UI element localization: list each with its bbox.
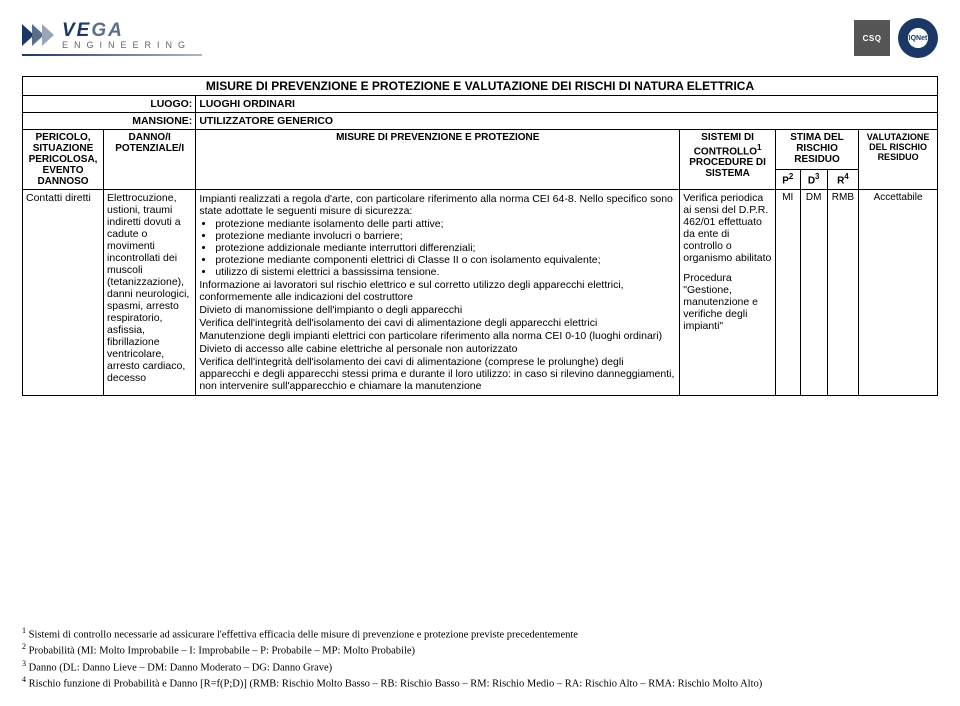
logo-subtext: ENGINEERING bbox=[62, 40, 191, 50]
table-title: MISURE DI PREVENZIONE E PROTEZIONE E VAL… bbox=[23, 77, 938, 96]
header-pericolo: PERICOLO, SITUAZIONE PERICOLOSA, EVENTO … bbox=[23, 130, 104, 190]
luogo-value: LUOGHI ORDINARI bbox=[196, 96, 938, 113]
chevron-icon bbox=[22, 24, 52, 46]
sistemi-p1: Verifica periodica ai sensi del D.P.R. 4… bbox=[683, 192, 772, 264]
cell-misure: Impianti realizzati a regola d'arte, con… bbox=[196, 190, 680, 396]
cell-p: MI bbox=[775, 190, 800, 396]
misure-intro: Impianti realizzati a regola d'arte, con… bbox=[199, 193, 676, 217]
misure-bullet: utilizzo di sistemi elettrici a bassissi… bbox=[215, 266, 676, 278]
iqnet-badge-icon bbox=[898, 18, 938, 58]
footnote-2: 2 Probabilità (MI: Molto Improbabile – I… bbox=[22, 642, 938, 658]
cell-valutazione: Accettabile bbox=[859, 190, 938, 396]
header-bar: VEGA ENGINEERING CSQ bbox=[22, 18, 938, 60]
misure-paragraph: Verifica dell'integrità dell'isolamento … bbox=[199, 317, 676, 329]
misure-paragraph: Manutenzione degli impianti elettrici co… bbox=[199, 330, 676, 342]
header-d: D3 bbox=[800, 169, 827, 189]
misure-after-list: Informazione ai lavoratori sul rischio e… bbox=[199, 279, 676, 392]
cell-pericolo: Contatti diretti bbox=[23, 190, 104, 396]
page: VEGA ENGINEERING CSQ MISURE DI PREVENZIO… bbox=[0, 0, 960, 706]
header-valutazione: VALUTAZIONE DEL RISCHIO RESIDUO bbox=[859, 130, 938, 190]
logo-brand-part1: VE bbox=[62, 20, 91, 41]
misure-paragraph: Informazione ai lavoratori sul rischio e… bbox=[199, 279, 676, 303]
table-row: Contatti diretti Elettrocuzione, ustioni… bbox=[23, 190, 938, 396]
header-stima: STIMA DEL RISCHIO RESIDUO bbox=[775, 130, 858, 170]
misure-paragraph: Divieto di accesso alle cabine elettrich… bbox=[199, 343, 676, 355]
header-r: R4 bbox=[827, 169, 859, 189]
misure-paragraph: Divieto di manomissione dell'impianto o … bbox=[199, 304, 676, 316]
cell-sistemi: Verifica periodica ai sensi del D.P.R. 4… bbox=[680, 190, 776, 396]
cell-r: RMB bbox=[827, 190, 859, 396]
header-sistemi: SISTEMI DI CONTROLLO1 PROCEDURE DI SISTE… bbox=[680, 130, 776, 190]
misure-bullet: protezione mediante involucri o barriere… bbox=[215, 230, 676, 242]
header-danno: DANNO/I POTENZIALE/I bbox=[104, 130, 196, 190]
mansione-label: MANSIONE: bbox=[23, 113, 196, 130]
csq-badge-icon: CSQ bbox=[854, 20, 890, 56]
title-row: MISURE DI PREVENZIONE E PROTEZIONE E VAL… bbox=[23, 77, 938, 96]
risk-table: MISURE DI PREVENZIONE E PROTEZIONE E VAL… bbox=[22, 76, 938, 396]
cell-danno: Elettrocuzione, ustioni, traumi indirett… bbox=[104, 190, 196, 396]
header-misure: MISURE DI PREVENZIONE E PROTEZIONE bbox=[196, 130, 680, 190]
luogo-row: LUOGO: LUOGHI ORDINARI bbox=[23, 96, 938, 113]
luogo-label: LUOGO: bbox=[23, 96, 196, 113]
footnote-3: 3 Danno (DL: Danno Lieve – DM: Danno Mod… bbox=[22, 659, 938, 675]
misure-bullet: protezione mediante componenti elettrici… bbox=[215, 254, 676, 266]
header-p: P2 bbox=[775, 169, 800, 189]
footnote-1: 1 Sistemi di controllo necessarie ad ass… bbox=[22, 626, 938, 642]
logo-brand-part2: GA bbox=[91, 20, 124, 41]
sistemi-p2: Procedura "Gestione, manutenzione e veri… bbox=[683, 272, 772, 332]
logo-brand-text: VEGA bbox=[62, 20, 124, 42]
misure-paragraph: Verifica dell'integrità dell'isolamento … bbox=[199, 356, 676, 392]
cell-d: DM bbox=[800, 190, 827, 396]
misure-bullet: protezione mediante isolamento delle par… bbox=[215, 218, 676, 230]
vega-logo: VEGA ENGINEERING bbox=[22, 18, 202, 60]
footnotes: 1 Sistemi di controllo necessarie ad ass… bbox=[22, 625, 938, 693]
logo-underline bbox=[22, 54, 202, 56]
mansione-row: MANSIONE: UTILIZZATORE GENERICO bbox=[23, 113, 938, 130]
mansione-value: UTILIZZATORE GENERICO bbox=[196, 113, 938, 130]
header-row-1: PERICOLO, SITUAZIONE PERICOLOSA, EVENTO … bbox=[23, 130, 938, 170]
cert-logos: CSQ bbox=[854, 18, 938, 58]
misure-bullet-list: protezione mediante isolamento delle par… bbox=[199, 218, 676, 278]
footnote-4: 4 Rischio funzione di Probabilità e Dann… bbox=[22, 675, 938, 691]
misure-bullet: protezione addizionale mediante interrut… bbox=[215, 242, 676, 254]
